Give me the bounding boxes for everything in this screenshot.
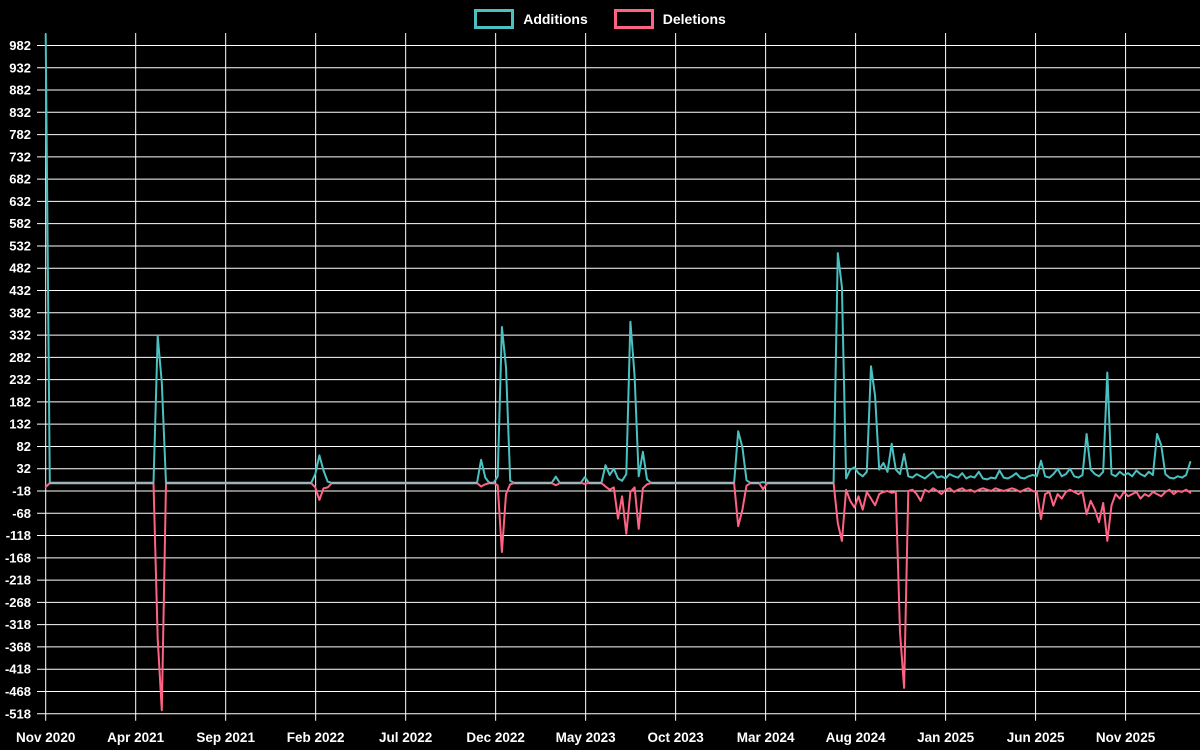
additions-swatch-icon	[474, 9, 515, 29]
y-tick-label: 632	[9, 194, 31, 209]
x-tick-label: Mar 2024	[737, 730, 795, 745]
y-tick-label: -368	[5, 639, 31, 654]
additions-line	[44, 33, 1192, 484]
y-tick-label: -318	[5, 617, 31, 632]
y-tick-label: 832	[9, 105, 31, 120]
y-tick-label: 182	[9, 394, 31, 409]
y-tick-label: 132	[9, 417, 31, 432]
y-tick-label: 332	[9, 328, 31, 343]
y-tick-label: -168	[5, 550, 31, 565]
x-tick-label: Apr 2021	[107, 730, 165, 745]
y-tick-label: -418	[5, 662, 31, 677]
x-tick-label: Jul 2022	[379, 730, 432, 745]
y-tick-label: 532	[9, 238, 31, 253]
y-tick-label: -518	[5, 706, 31, 721]
y-tick-label: 232	[9, 372, 31, 387]
y-tick-label: 932	[9, 60, 31, 75]
x-tick-label: Feb 2022	[287, 730, 345, 745]
deletions-line	[44, 482, 1192, 712]
legend-label-deletions: Deletions	[662, 11, 726, 27]
x-tick-label: Aug 2024	[826, 730, 887, 745]
y-tick-label: 782	[9, 127, 31, 142]
y-tick-label: -18	[12, 484, 31, 499]
legend-label-additions: Additions	[523, 11, 588, 27]
x-tick-label: Nov 2025	[1096, 730, 1156, 745]
x-tick-label: Sep 2021	[196, 730, 255, 745]
y-tick-label: 382	[9, 305, 31, 320]
y-tick-label: -468	[5, 684, 31, 699]
y-tick-label: 32	[17, 461, 31, 476]
y-tick-label: 732	[9, 149, 31, 164]
y-tick-label: 682	[9, 172, 31, 187]
legend-item-deletions[interactable]: Deletions	[613, 9, 726, 29]
y-tick-label: 982	[9, 38, 31, 53]
x-tick-label: Oct 2023	[647, 730, 704, 745]
x-tick-label: May 2023	[556, 730, 617, 745]
y-tick-label: 582	[9, 216, 31, 231]
y-tick-label: 882	[9, 83, 31, 98]
y-tick-label: -268	[5, 595, 31, 610]
x-tick-label: Jan 2025	[917, 730, 975, 745]
y-tick-label: 282	[9, 350, 31, 365]
y-tick-label: -218	[5, 573, 31, 588]
legend-item-additions[interactable]: Additions	[474, 9, 588, 29]
y-tick-label: -118	[6, 528, 31, 543]
x-tick-label: Dec 2022	[466, 730, 525, 745]
x-tick-label: Jun 2025	[1007, 730, 1065, 745]
chart-legend: Additions Deletions	[0, 6, 1200, 32]
x-tick-label: Nov 2020	[16, 730, 75, 745]
y-tick-label: 432	[9, 283, 31, 298]
y-tick-label: 482	[9, 261, 31, 276]
y-tick-label: -68	[12, 506, 31, 521]
y-tick-label: 82	[17, 439, 31, 454]
deletions-swatch-icon	[613, 9, 654, 29]
